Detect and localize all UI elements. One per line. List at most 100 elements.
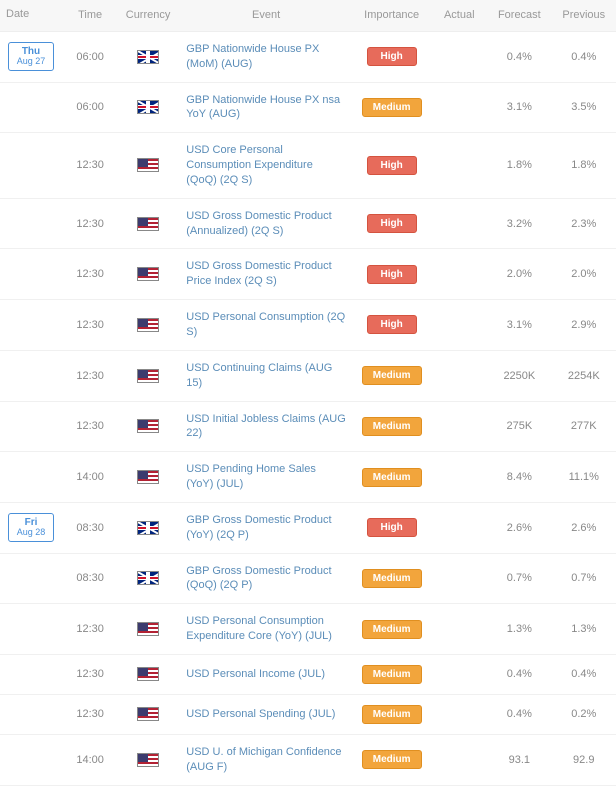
importance-medium-badge: Medium: [362, 417, 422, 436]
event-link[interactable]: USD Continuing Claims (AUG 15): [186, 362, 332, 389]
us-flag-icon: [137, 267, 159, 281]
table-row[interactable]: 12:30 USD Gross Domestic Product Price In…: [0, 249, 616, 300]
cell-currency: [116, 31, 180, 82]
cell-event[interactable]: GBP Gross Domestic Product (QoQ) (2Q P): [180, 553, 352, 604]
table-row[interactable]: 08:30GBP Gross Domestic Product (QoQ) (2…: [0, 553, 616, 604]
importance-high-badge: High: [367, 518, 417, 537]
event-link[interactable]: GBP Gross Domestic Product (QoQ) (2Q P): [186, 565, 331, 592]
table-row[interactable]: 12:30USD Personal Income (JUL)Medium0.4%…: [0, 654, 616, 694]
event-link[interactable]: USD Personal Consumption (2Q S): [186, 311, 345, 338]
col-header-importance[interactable]: Importance: [352, 0, 431, 31]
event-link[interactable]: GBP Nationwide House PX nsa YoY (AUG): [186, 94, 340, 121]
col-header-previous[interactable]: Previous: [552, 0, 616, 31]
cell-time: 12:30: [64, 401, 116, 452]
cell-previous: 92.9: [552, 734, 616, 785]
cell-event[interactable]: USD Core Personal Consumption Expenditur…: [180, 133, 352, 199]
table-header-row: Date Time Currency Event Importance Actu…: [0, 0, 616, 31]
table-row[interactable]: 12:30 USD Personal Consumption Expenditur…: [0, 604, 616, 655]
cell-importance: High: [352, 249, 431, 300]
table-row[interactable]: FriAug 28 08:30 GBP Gross Domestic Product…: [0, 502, 616, 553]
cell-date: [0, 452, 64, 503]
event-link[interactable]: USD Personal Spending (JUL): [186, 708, 335, 720]
cell-event[interactable]: USD Pending Home Sales (YoY) (JUL): [180, 452, 352, 503]
cell-time: 06:00: [64, 31, 116, 82]
col-header-actual[interactable]: Actual: [431, 0, 487, 31]
cell-event[interactable]: USD Gross Domestic Product Price Index (…: [180, 249, 352, 300]
cell-event[interactable]: USD Initial Jobless Claims (AUG 22): [180, 401, 352, 452]
cell-importance: Medium: [352, 553, 431, 604]
cell-time: 12:30: [64, 249, 116, 300]
importance-medium-badge: Medium: [362, 620, 422, 639]
table-row[interactable]: 12:30 USD Personal Spending (JUL) Medium 0.…: [0, 694, 616, 734]
cell-event[interactable]: GBP Gross Domestic Product (YoY) (2Q P): [180, 502, 352, 553]
cell-forecast: 3.1%: [487, 82, 551, 133]
us-flag-icon: [137, 419, 159, 433]
cell-currency: [116, 734, 180, 785]
col-header-time[interactable]: Time: [64, 0, 116, 31]
us-flag-icon: [137, 318, 159, 332]
table-row[interactable]: 12:30USD Gross Domestic Product (Annuali…: [0, 198, 616, 249]
cell-importance: Medium: [352, 694, 431, 734]
cell-event[interactable]: GBP Nationwide House PX nsa YoY (AUG): [180, 82, 352, 133]
cell-event[interactable]: USD Gross Domestic Product (Annualized) …: [180, 198, 352, 249]
cell-date: [0, 350, 64, 401]
economic-calendar-table: Date Time Currency Event Importance Actu…: [0, 0, 616, 786]
us-flag-icon: [137, 158, 159, 172]
date-badge[interactable]: ThuAug 27: [8, 42, 54, 71]
cell-event[interactable]: USD Continuing Claims (AUG 15): [180, 350, 352, 401]
table-row[interactable]: 12:30USD Core Personal Consumption Expen…: [0, 133, 616, 199]
cell-actual: [431, 654, 487, 694]
cell-event[interactable]: USD Personal Consumption Expenditure Cor…: [180, 604, 352, 655]
cell-date: [0, 604, 64, 655]
table-row[interactable]: 14:00USD Pending Home Sales (YoY) (JUL)M…: [0, 452, 616, 503]
cell-date: [0, 198, 64, 249]
table-row[interactable]: 12:30USD Personal Consumption (2Q S)High…: [0, 300, 616, 351]
importance-medium-badge: Medium: [362, 98, 422, 117]
event-link[interactable]: USD Gross Domestic Product (Annualized) …: [186, 210, 331, 237]
col-header-date[interactable]: Date: [0, 0, 64, 31]
cell-previous: 11.1%: [552, 452, 616, 503]
event-link[interactable]: GBP Gross Domestic Product (YoY) (2Q P): [186, 514, 331, 541]
date-badge[interactable]: FriAug 28: [8, 513, 54, 542]
event-link[interactable]: USD Initial Jobless Claims (AUG 22): [186, 413, 346, 440]
col-header-forecast[interactable]: Forecast: [487, 0, 551, 31]
cell-currency: [116, 198, 180, 249]
cell-currency: [116, 82, 180, 133]
cell-time: 12:30: [64, 694, 116, 734]
cell-event[interactable]: USD Personal Consumption (2Q S): [180, 300, 352, 351]
cell-previous: 2254K: [552, 350, 616, 401]
cell-time: 12:30: [64, 604, 116, 655]
cell-date: ThuAug 27: [0, 31, 64, 82]
event-link[interactable]: USD U. of Michigan Confidence (AUG F): [186, 746, 341, 773]
cell-event[interactable]: GBP Nationwide House PX (MoM) (AUG): [180, 31, 352, 82]
table-row[interactable]: 06:00 GBP Nationwide House PX nsa YoY (AU…: [0, 82, 616, 133]
cell-event[interactable]: USD U. of Michigan Confidence (AUG F): [180, 734, 352, 785]
table-row[interactable]: 12:30USD Continuing Claims (AUG 15)Mediu…: [0, 350, 616, 401]
cell-actual: [431, 734, 487, 785]
event-link[interactable]: USD Personal Income (JUL): [186, 668, 325, 680]
table-row[interactable]: 12:30 USD Initial Jobless Claims (AUG 22)…: [0, 401, 616, 452]
cell-time: 08:30: [64, 502, 116, 553]
event-link[interactable]: USD Personal Consumption Expenditure Cor…: [186, 615, 332, 642]
cell-event[interactable]: USD Personal Income (JUL): [180, 654, 352, 694]
cell-event[interactable]: USD Personal Spending (JUL): [180, 694, 352, 734]
us-flag-icon: [137, 753, 159, 767]
table-body: ThuAug 27 06:00 GBP Nationwide House PX (M…: [0, 31, 616, 785]
cell-date: [0, 249, 64, 300]
event-link[interactable]: USD Gross Domestic Product Price Index (…: [186, 260, 331, 287]
cell-time: 06:00: [64, 82, 116, 133]
cell-importance: Medium: [352, 350, 431, 401]
col-header-currency[interactable]: Currency: [116, 0, 180, 31]
table-row[interactable]: 14:00USD U. of Michigan Confidence (AUG …: [0, 734, 616, 785]
event-link[interactable]: USD Core Personal Consumption Expenditur…: [186, 144, 313, 186]
event-link[interactable]: GBP Nationwide House PX (MoM) (AUG): [186, 43, 319, 70]
cell-currency: [116, 604, 180, 655]
event-link[interactable]: USD Pending Home Sales (YoY) (JUL): [186, 463, 316, 490]
importance-high-badge: High: [367, 315, 417, 334]
col-header-event[interactable]: Event: [180, 0, 352, 31]
table-row[interactable]: ThuAug 27 06:00 GBP Nationwide House PX (M…: [0, 31, 616, 82]
cell-actual: [431, 350, 487, 401]
cell-importance: Medium: [352, 452, 431, 503]
uk-flag-icon: [137, 50, 159, 64]
cell-previous: 0.2%: [552, 694, 616, 734]
